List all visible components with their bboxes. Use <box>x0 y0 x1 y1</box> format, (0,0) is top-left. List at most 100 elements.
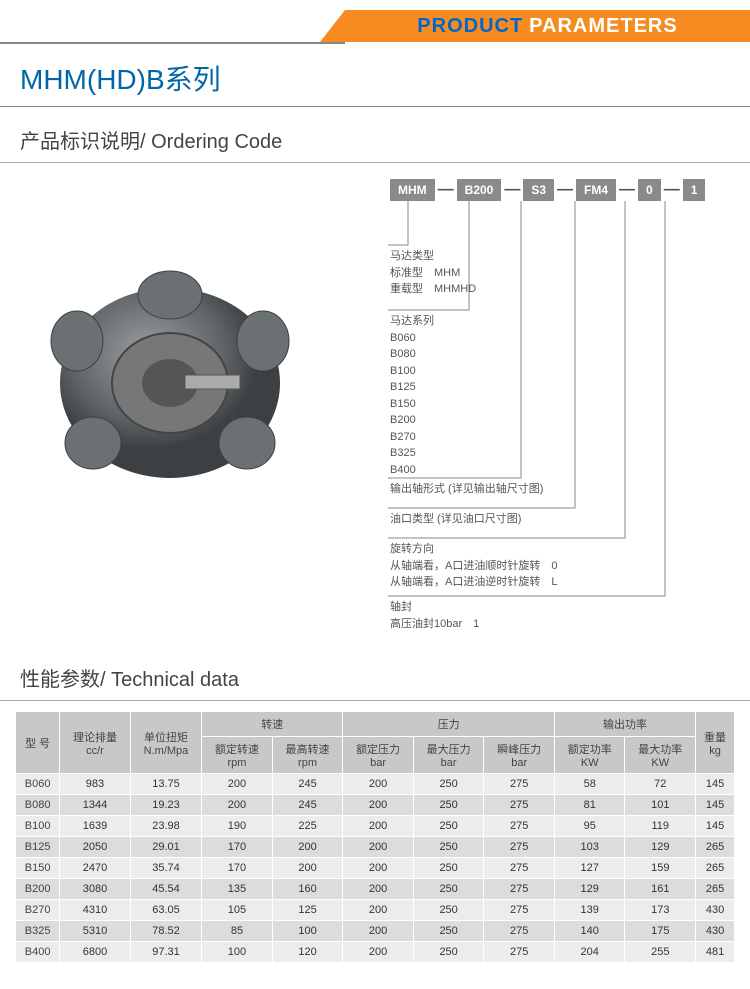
desc-title: 马达类型 <box>390 248 476 265</box>
desc-block: 输出轴形式 (详见输出轴尺寸图) <box>390 481 543 498</box>
table-row: B150247035.74170200200250275127159265 <box>16 858 735 879</box>
desc-line: B400 <box>390 462 434 479</box>
desc-line: 从轴端看，A口进油逆时针旋转 L <box>390 574 557 591</box>
table-cell: 250 <box>413 858 484 879</box>
table-cell: 6800 <box>60 942 131 963</box>
table-cell: 200 <box>272 837 343 858</box>
table-row: B400680097.31100120200250275204255481 <box>16 942 735 963</box>
desc-title: 输出轴形式 (详见输出轴尺寸图) <box>390 481 543 498</box>
table-cell: 120 <box>272 942 343 963</box>
header-banner: PRODUCT PARAMETERS <box>0 0 750 48</box>
table-header-cell: 额定转速rpm <box>202 737 273 774</box>
table-row: B080134419.2320024520025027581101145 <box>16 795 735 816</box>
table-cell: 97.31 <box>130 942 201 963</box>
table-cell: 1344 <box>60 795 131 816</box>
tech-heading: 性能参数/ Technical data <box>0 663 750 700</box>
table-cell: 225 <box>272 816 343 837</box>
desc-block: 马达系列B060B080B100B125B150B200B270B325B400 <box>390 313 434 478</box>
banner-strip: PRODUCT PARAMETERS <box>345 10 750 42</box>
table-cell: 200 <box>343 816 414 837</box>
table-cell: 58 <box>554 774 625 795</box>
table-cell: 23.98 <box>130 816 201 837</box>
table-header-cell: 最大功率KW <box>625 737 696 774</box>
table-cell: 200 <box>343 900 414 921</box>
desc-line: B100 <box>390 363 434 380</box>
table-cell: 135 <box>202 879 273 900</box>
table-cell: 200 <box>343 837 414 858</box>
divider <box>0 106 750 107</box>
table-cell: 2050 <box>60 837 131 858</box>
table-cell: 275 <box>484 774 555 795</box>
table-cell: 250 <box>413 942 484 963</box>
table-cell: 200 <box>343 942 414 963</box>
table-cell: 275 <box>484 837 555 858</box>
table-cell: 173 <box>625 900 696 921</box>
table-cell: 190 <box>202 816 273 837</box>
table-header-cell: 输出功率 <box>554 712 695 737</box>
table-cell: 200 <box>202 774 273 795</box>
table-cell: 245 <box>272 774 343 795</box>
desc-line: B125 <box>390 379 434 396</box>
table-cell: 100 <box>272 921 343 942</box>
table-cell: B125 <box>16 837 60 858</box>
table-cell: 129 <box>625 837 696 858</box>
table-row: B100163923.9819022520025027595119145 <box>16 816 735 837</box>
table-cell: 275 <box>484 879 555 900</box>
table-cell: 95 <box>554 816 625 837</box>
table-header-cell: 单位扭矩N.m/Mpa <box>130 712 201 774</box>
table-cell: 265 <box>696 879 735 900</box>
table-cell: 250 <box>413 900 484 921</box>
table-cell: B060 <box>16 774 60 795</box>
table-cell: 81 <box>554 795 625 816</box>
desc-line: 从轴端看，A口进油顺时针旋转 0 <box>390 558 557 575</box>
table-cell: B270 <box>16 900 60 921</box>
table-cell: 159 <box>625 858 696 879</box>
table-cell: 170 <box>202 837 273 858</box>
table-cell: 101 <box>625 795 696 816</box>
table-header-cell: 额定压力bar <box>343 737 414 774</box>
table-cell: 35.74 <box>130 858 201 879</box>
banner-word1: PRODUCT <box>417 15 523 38</box>
table-cell: 200 <box>343 774 414 795</box>
table-cell: 125 <box>272 900 343 921</box>
table-cell: 85 <box>202 921 273 942</box>
table-cell: 200 <box>202 795 273 816</box>
table-cell: 161 <box>625 879 696 900</box>
table-cell: 200 <box>343 858 414 879</box>
table-cell: 13.75 <box>130 774 201 795</box>
table-cell: 160 <box>272 879 343 900</box>
table-cell: 105 <box>202 900 273 921</box>
table-cell: 250 <box>413 795 484 816</box>
table-cell: 72 <box>625 774 696 795</box>
table-cell: 175 <box>625 921 696 942</box>
table-cell: B325 <box>16 921 60 942</box>
tech-section: 性能参数/ Technical data 型 号理论排量cc/r单位扭矩N.m/… <box>0 663 750 963</box>
table-row: B125205029.01170200200250275103129265 <box>16 837 735 858</box>
table-cell: 103 <box>554 837 625 858</box>
desc-block: 轴封高压油封10bar 1 <box>390 599 479 632</box>
table-cell: 275 <box>484 921 555 942</box>
table-cell: 29.01 <box>130 837 201 858</box>
desc-title: 马达系列 <box>390 313 434 330</box>
table-cell: 275 <box>484 816 555 837</box>
table-cell: 275 <box>484 942 555 963</box>
section-divider <box>0 700 750 701</box>
table-cell: 430 <box>696 921 735 942</box>
table-cell: 200 <box>343 921 414 942</box>
table-cell: B150 <box>16 858 60 879</box>
table-cell: 200 <box>272 858 343 879</box>
header-line <box>0 42 345 44</box>
table-cell: 19.23 <box>130 795 201 816</box>
desc-line: B200 <box>390 412 434 429</box>
table-cell: 145 <box>696 795 735 816</box>
table-cell: 127 <box>554 858 625 879</box>
table-cell: 145 <box>696 816 735 837</box>
table-cell: 170 <box>202 858 273 879</box>
desc-block: 马达类型标准型 MHM重载型 MHMHD <box>390 248 476 298</box>
table-row: B06098313.752002452002502755872145 <box>16 774 735 795</box>
desc-line: B060 <box>390 330 434 347</box>
ordering-area: MHM — B200 — S3 — FM4 — 0 — 1 马达类型标准型 MH… <box>0 173 750 653</box>
table-cell: 250 <box>413 774 484 795</box>
table-cell: 430 <box>696 900 735 921</box>
table-cell: 2470 <box>60 858 131 879</box>
